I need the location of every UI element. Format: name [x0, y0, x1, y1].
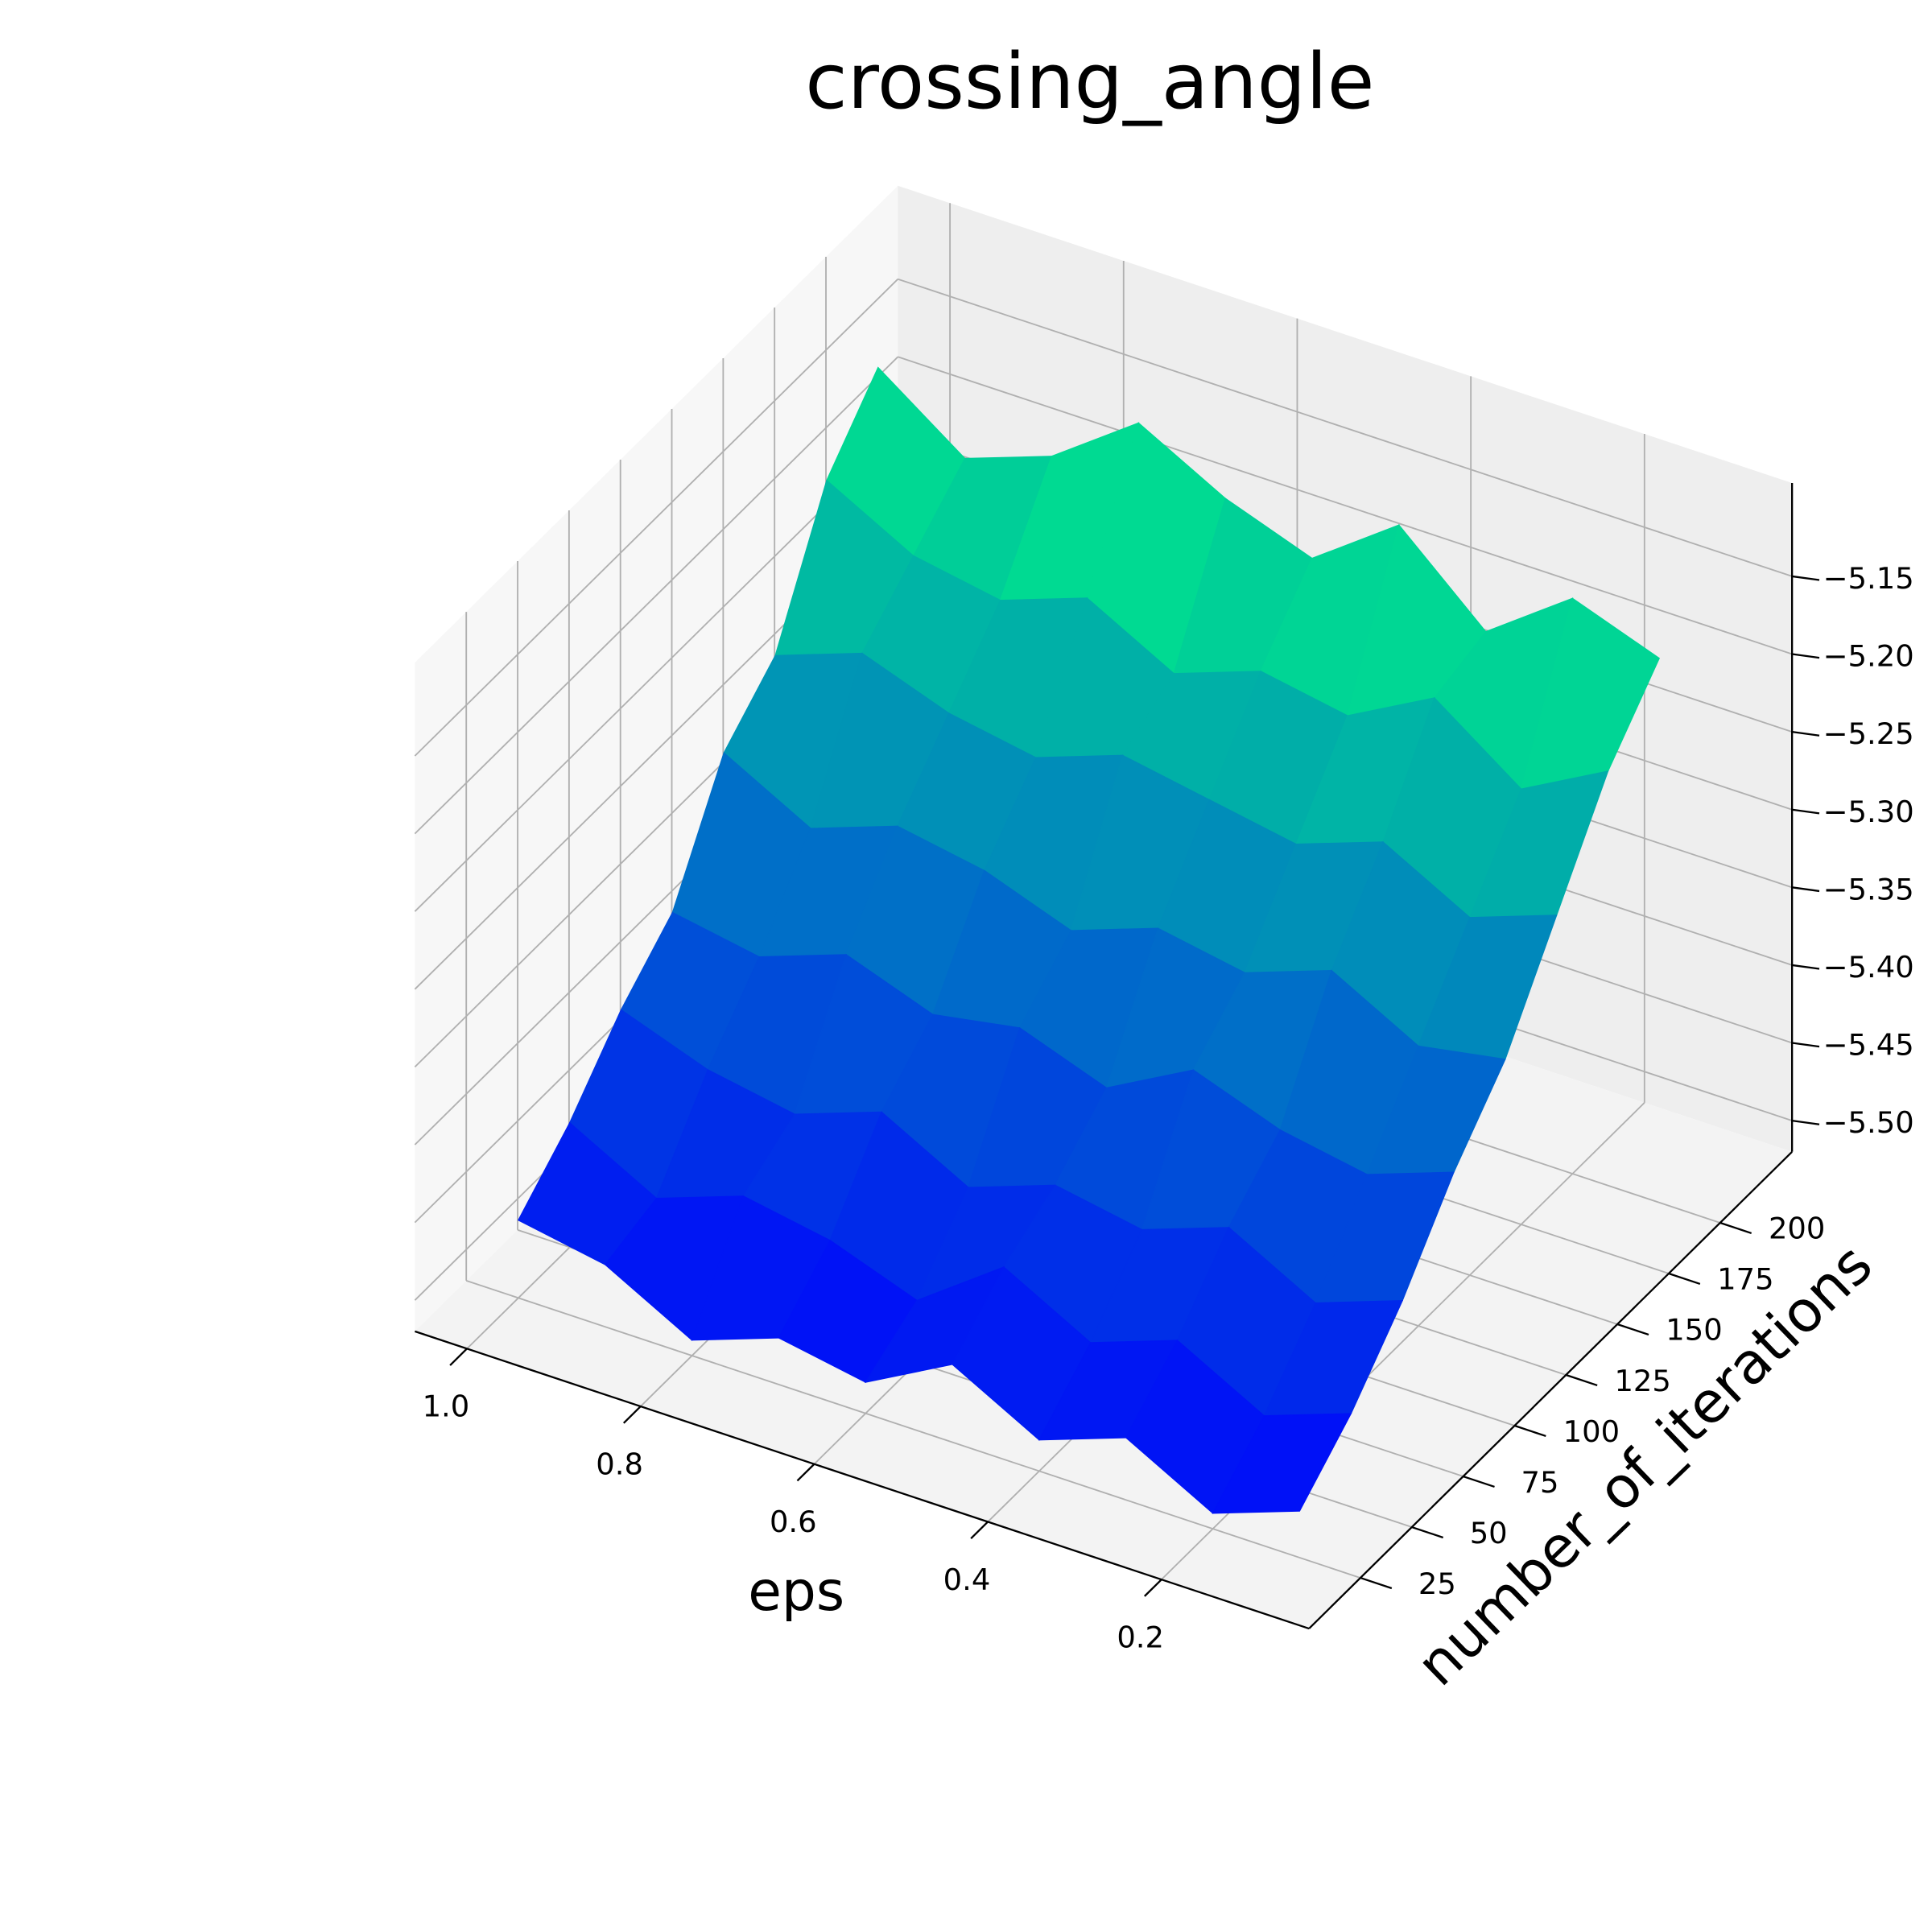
- z-tick: [1791, 653, 1820, 659]
- z-tick: [1791, 1042, 1820, 1048]
- y-tick-label: 150: [1666, 1313, 1722, 1348]
- x-tick-label: 1.0: [423, 1389, 470, 1424]
- chart-title: crossing_angle: [805, 37, 1374, 126]
- z-tick-label: −5.30: [1823, 795, 1914, 829]
- x-tick: [970, 1521, 989, 1539]
- y-tick-label: 175: [1717, 1262, 1773, 1297]
- y-tick: [1616, 1323, 1649, 1336]
- y-tick: [1514, 1424, 1546, 1438]
- z-tick-label: −5.35: [1823, 872, 1914, 906]
- y-tick-label: 75: [1521, 1465, 1559, 1500]
- z-tick: [1791, 964, 1820, 970]
- x-tick-label: 0.6: [770, 1505, 817, 1539]
- grid-line: [414, 279, 899, 757]
- x-tick-label: 0.2: [1117, 1620, 1164, 1654]
- x-tick: [1144, 1579, 1162, 1597]
- x-axis-label: eps: [748, 1559, 844, 1623]
- x-tick: [622, 1406, 642, 1424]
- x-tick: [796, 1463, 815, 1482]
- z-tick-label: −5.45: [1823, 1028, 1914, 1063]
- z-tick-label: −5.50: [1823, 1105, 1914, 1140]
- z-tick-label: −5.15: [1823, 561, 1914, 596]
- z-tick: [1791, 730, 1820, 737]
- left-pane: [415, 185, 898, 1331]
- y-tick: [1668, 1272, 1701, 1286]
- y-tick-label: 50: [1470, 1516, 1508, 1550]
- x-tick-label: 0.8: [596, 1447, 643, 1481]
- z-tick-label: −5.20: [1823, 639, 1914, 674]
- z-tick: [1791, 808, 1820, 815]
- x-tick-label: 0.4: [943, 1563, 991, 1597]
- grid-line: [414, 356, 899, 835]
- grid-line: [465, 1279, 1361, 1579]
- y-tick: [1360, 1576, 1393, 1590]
- surface-facet: [1212, 1413, 1352, 1514]
- x-axis-line: [415, 1330, 1310, 1630]
- y-tick: [1719, 1221, 1752, 1235]
- grid-line: [898, 278, 1793, 577]
- z-tick: [1791, 575, 1820, 581]
- y-axis-line: [1308, 1150, 1793, 1629]
- z-tick-label: −5.40: [1823, 950, 1914, 985]
- y-tick-label: 125: [1614, 1364, 1670, 1398]
- z-tick: [1791, 1119, 1820, 1125]
- y-tick-label: 200: [1769, 1212, 1825, 1246]
- y-tick: [1463, 1475, 1495, 1488]
- z-tick-label: −5.25: [1823, 716, 1914, 751]
- y-tick: [1565, 1373, 1598, 1387]
- y-tick: [1411, 1525, 1444, 1539]
- z-tick: [1791, 886, 1820, 893]
- x-tick: [449, 1348, 468, 1366]
- y-tick-label: 25: [1418, 1567, 1456, 1601]
- grid-line: [898, 356, 1793, 655]
- y-tick-label: 100: [1563, 1414, 1620, 1449]
